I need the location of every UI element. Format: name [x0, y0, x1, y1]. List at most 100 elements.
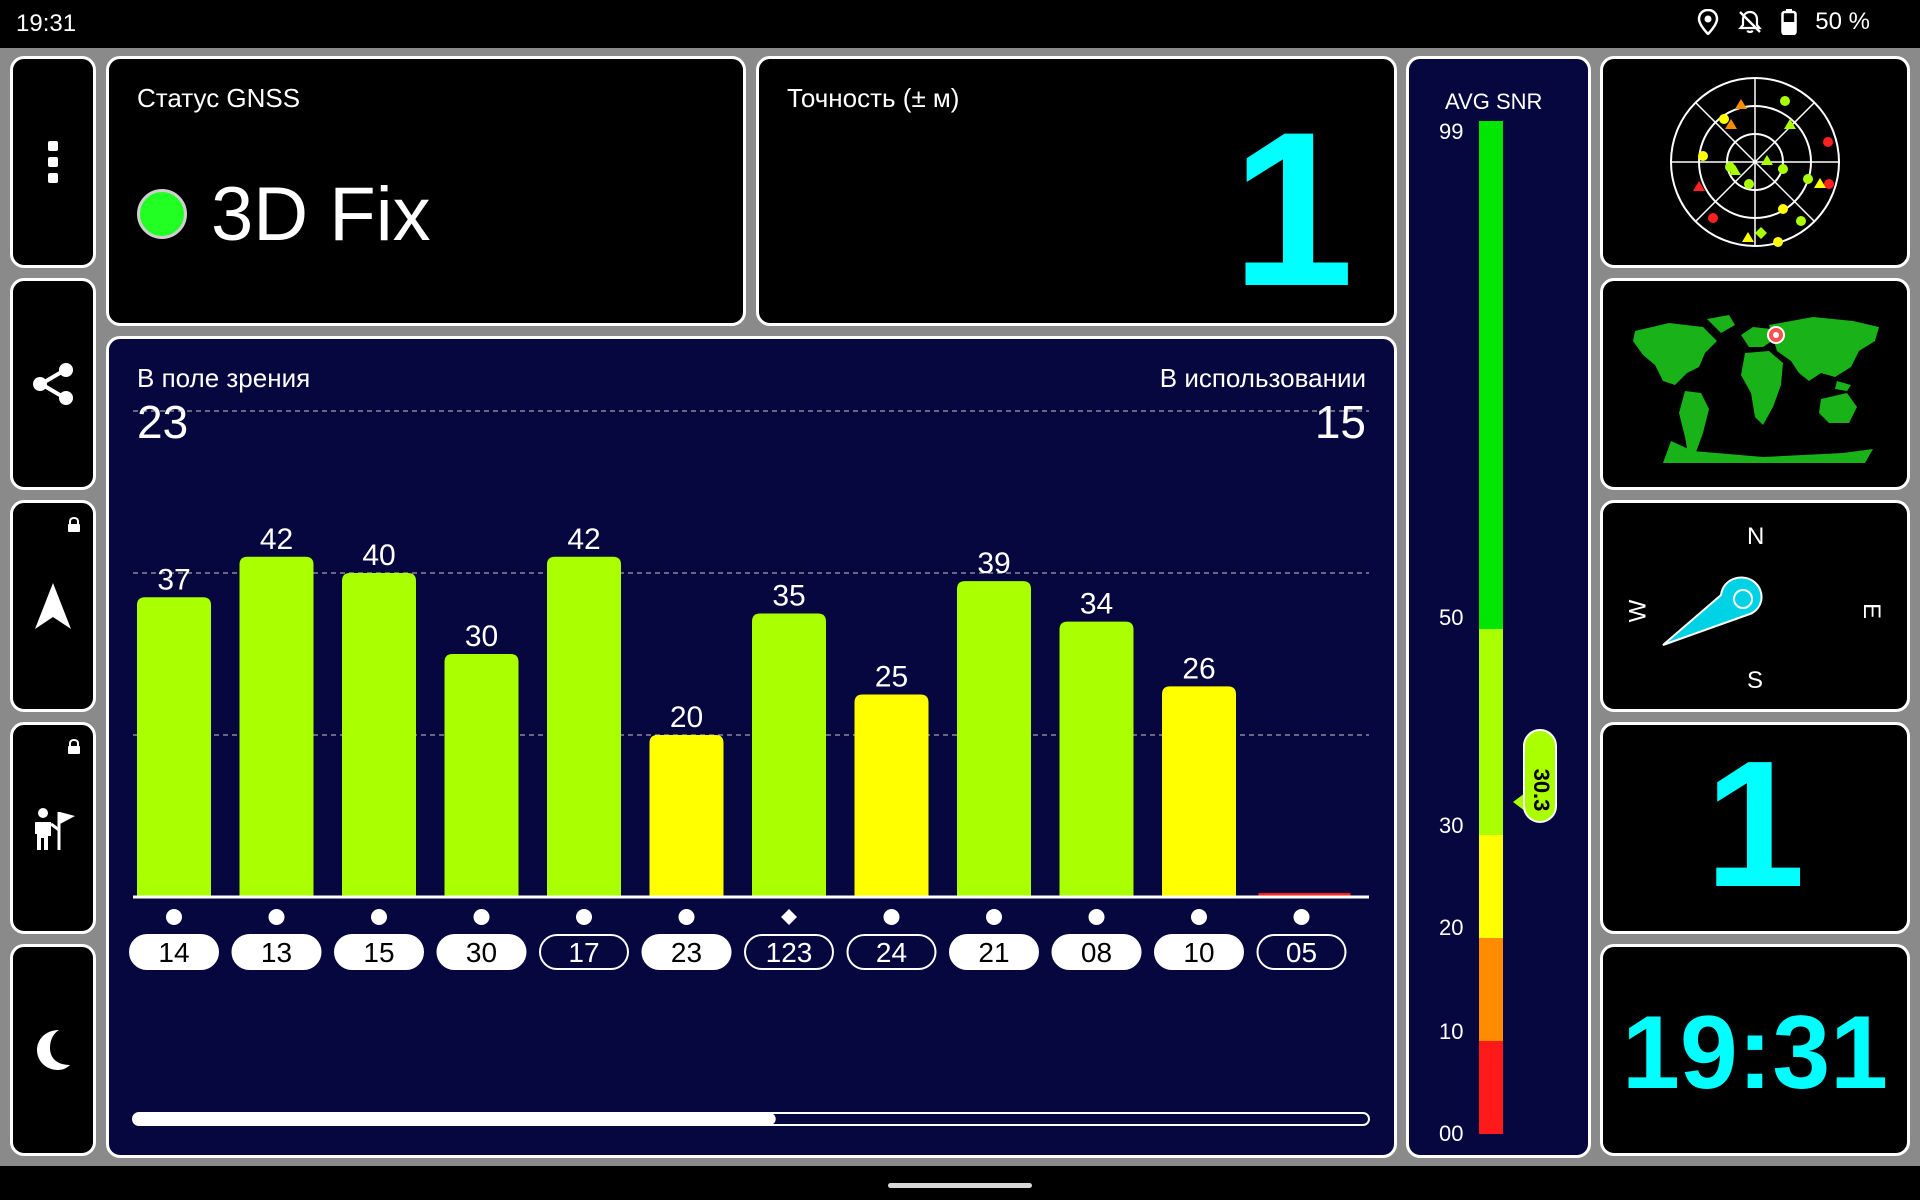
snr-bar [854, 694, 929, 897]
in-view-label: В поле зрения [137, 363, 311, 393]
constellation-marker [986, 909, 1002, 925]
constellation-marker [268, 909, 285, 925]
snr-segment-poor [1479, 938, 1503, 1041]
avg-snr-pointer [1513, 793, 1525, 811]
snr-bar [1059, 621, 1134, 897]
snr-tick-label: 99 [1439, 119, 1464, 144]
menu-button[interactable] [10, 56, 96, 268]
avg-snr-value: 30.3 [1529, 768, 1554, 812]
avg-snr-title: AVG SNR [1445, 89, 1543, 114]
night-mode-button[interactable] [10, 944, 96, 1156]
prn-pill [1051, 934, 1142, 970]
battery-icon [1781, 9, 1798, 35]
snr-bar [957, 581, 1031, 897]
constellation-marker [1191, 909, 1207, 925]
prn-pill [744, 934, 834, 970]
gesture-handle[interactable] [888, 1183, 1032, 1188]
sky-plot-card[interactable] [1600, 56, 1910, 268]
prn-pill [231, 934, 322, 970]
snr-bar-value: 25 [875, 661, 908, 694]
prn-label: 23 [671, 937, 702, 968]
navigation-button[interactable] [10, 500, 96, 712]
status-bar: 19:31 50 % [0, 0, 1920, 48]
share-icon [33, 363, 73, 405]
scrollbar-thumb[interactable] [133, 1113, 776, 1125]
snr-bar [1162, 686, 1236, 897]
status-icons: 50 % [1697, 8, 1870, 36]
constellation-marker [678, 909, 695, 925]
accuracy-card[interactable]: Точность (± м) 1 [756, 56, 1397, 326]
snr-bar [649, 735, 724, 897]
constellation-marker [473, 909, 490, 925]
battery-percent: 50 % [1815, 8, 1870, 35]
clock-card[interactable]: 19:31 [1600, 944, 1910, 1156]
continents [1633, 315, 1879, 463]
prn-pill [334, 934, 424, 970]
avg-snr-badge: 30.3 [1523, 729, 1557, 823]
snr-bar-value: 35 [772, 580, 805, 613]
prn-label: 08 [1081, 937, 1112, 968]
prn-label: 123 [766, 937, 813, 968]
constellation-marker [1293, 909, 1310, 925]
avg-snr-card: AVG SNR 99 50 30 20 10 00 30.3 [1406, 56, 1591, 1158]
moon-icon [37, 1030, 70, 1070]
prn-label: 30 [466, 937, 497, 968]
sats-in-use-value: 1 [1704, 724, 1806, 925]
snr-bar-value: 20 [670, 701, 703, 734]
in-view-value: 23 [137, 396, 189, 448]
sky-plot [1670, 77, 1840, 247]
snr-tick-label: 00 [1439, 1121, 1464, 1146]
constellation-marker [166, 909, 182, 925]
snr-bar [239, 556, 314, 897]
snr-bar [137, 597, 211, 897]
prn-label: 21 [978, 937, 1009, 968]
notifications-off-icon [1737, 9, 1763, 35]
snr-bar [444, 654, 519, 897]
accuracy-title: Точность (± м) [787, 83, 960, 113]
constellation-marker [781, 909, 797, 925]
navigation-bar [0, 1166, 1920, 1200]
snr-bar-value: 42 [260, 523, 293, 556]
satellite-snr-chart: 37 14 42 13 40 15 30 30 42 17 20 23 35 123 25 24 39 21 34 0… [129, 410, 1370, 1126]
satellite-markers [1693, 96, 1834, 247]
constellation-marker [1088, 909, 1105, 925]
compass-card[interactable]: N S E W [1600, 500, 1910, 712]
snr-bar [547, 556, 621, 897]
in-use-value: 15 [1314, 396, 1366, 448]
snr-bar [342, 573, 416, 897]
share-button[interactable] [10, 278, 96, 490]
clock-value: 19:31 [1622, 995, 1888, 1111]
satellite-bars-card[interactable]: В поле зрения 23 В использовании 15 37 14… [106, 336, 1397, 1158]
sats-in-use-card[interactable]: 1 [1600, 722, 1910, 934]
lock-icon [68, 739, 80, 754]
world-map-card[interactable] [1600, 278, 1910, 490]
hiker-flag-icon [35, 808, 75, 850]
in-use-label: В использовании [1159, 363, 1366, 393]
gnss-status-card[interactable]: Статус GNSS 3D Fix [106, 56, 746, 326]
snr-tick-label: 30 [1439, 813, 1464, 838]
compass-north: N [1747, 523, 1765, 550]
status-time: 19:31 [16, 10, 77, 37]
prn-label: 15 [363, 937, 394, 968]
compass-south: S [1747, 667, 1764, 694]
snr-bar-value: 39 [977, 547, 1010, 580]
location-icon [1697, 9, 1719, 35]
constellation-marker [883, 909, 900, 925]
prn-label: 10 [1183, 937, 1214, 968]
lock-icon [68, 517, 80, 532]
snr-segment-excellent [1479, 121, 1503, 629]
fix-status-dot [137, 189, 187, 239]
prn-pill [539, 934, 629, 970]
snr-segment-fair [1479, 835, 1503, 938]
prn-pill [1154, 934, 1244, 970]
waypoint-button[interactable] [10, 722, 96, 934]
snr-bar-value: 37 [157, 563, 190, 596]
snr-bar-value: 26 [1182, 652, 1215, 685]
prn-pill [436, 934, 527, 970]
prn-pill [949, 934, 1039, 970]
prn-label: 24 [876, 937, 907, 968]
constellation-marker [371, 909, 387, 925]
prn-pill [846, 934, 937, 970]
navigation-arrow-icon [35, 583, 71, 629]
fix-status-value: 3D Fix [211, 172, 431, 257]
